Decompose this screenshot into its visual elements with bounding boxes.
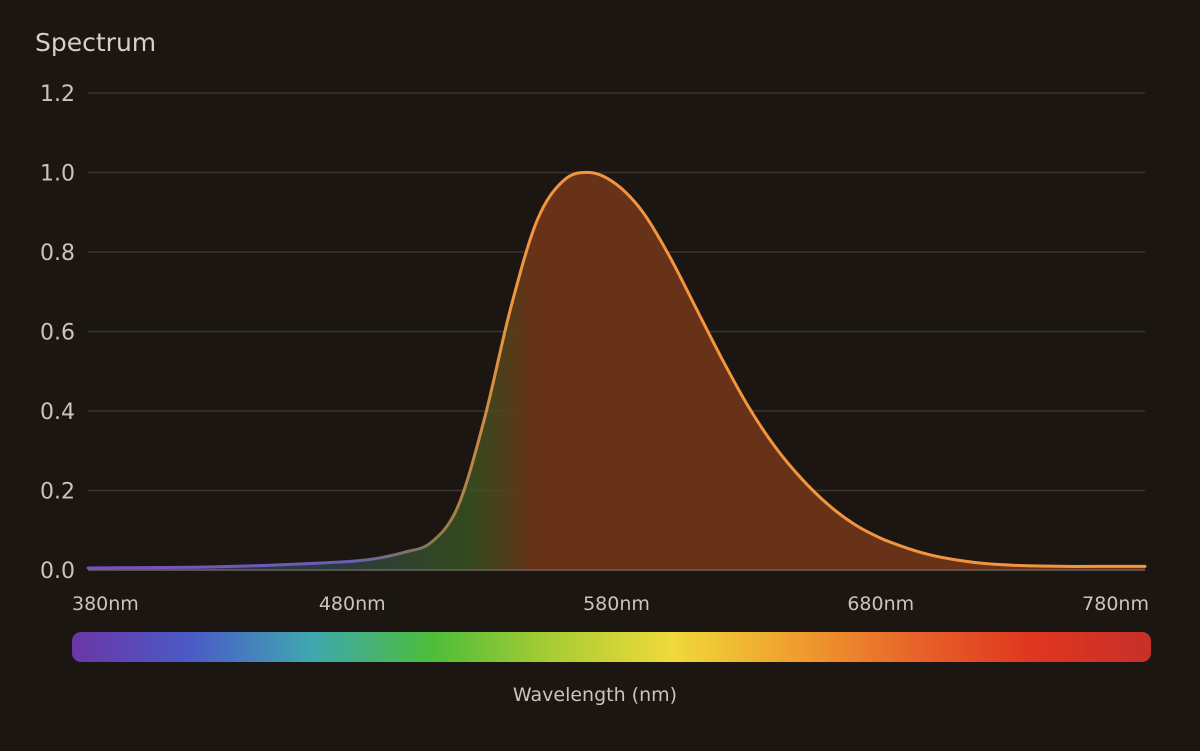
x-tick-label: 680nm bbox=[847, 593, 914, 615]
y-axis-ticks: 0.0 0.2 0.4 0.6 0.8 1.0 1.2 bbox=[40, 82, 75, 584]
chart-title: Spectrum bbox=[35, 28, 156, 57]
y-tick-label: 0.2 bbox=[40, 480, 75, 505]
x-tick-label: 780nm bbox=[1082, 593, 1149, 615]
spectrum-area bbox=[88, 172, 1145, 570]
y-tick-label: 1.2 bbox=[40, 82, 75, 107]
x-axis-label: Wavelength (nm) bbox=[513, 684, 677, 706]
spectrum-series bbox=[86, 170, 1147, 571]
wavelength-color-bar bbox=[72, 632, 1151, 662]
y-tick-label: 0.4 bbox=[40, 400, 75, 425]
x-tick-label: 580nm bbox=[583, 593, 650, 615]
x-axis-ticks: 380nm 480nm 580nm 680nm 780nm bbox=[72, 593, 1149, 615]
x-tick-label: 480nm bbox=[319, 593, 386, 615]
x-tick-label: 380nm bbox=[72, 593, 139, 615]
y-tick-label: 0.6 bbox=[40, 321, 75, 346]
y-tick-label: 1.0 bbox=[40, 162, 75, 187]
spectrum-line bbox=[86, 170, 1147, 570]
y-tick-label: 0.0 bbox=[40, 559, 75, 584]
y-tick-label: 0.8 bbox=[40, 241, 75, 266]
